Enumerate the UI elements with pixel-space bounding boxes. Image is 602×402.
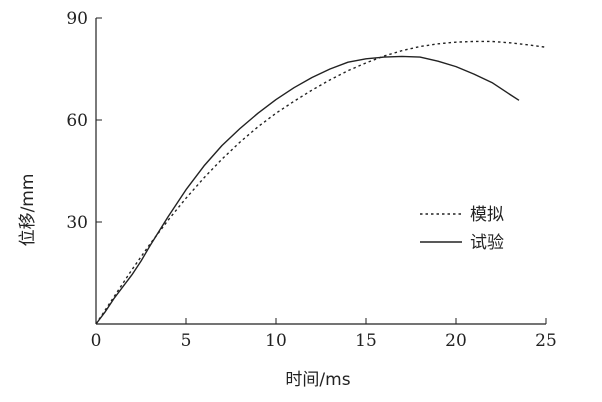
x-tick-label: 15 — [355, 331, 377, 351]
series-line-2 — [95, 55, 520, 325]
x-tick-label: 0 — [91, 331, 102, 351]
y-tick-label: 90 — [66, 9, 88, 29]
plot-marks — [95, 40, 547, 325]
legend-label-1: 模拟 — [470, 205, 504, 225]
y-tick-label: 60 — [66, 111, 88, 131]
x-tick-label: 20 — [445, 331, 467, 351]
x-tick-label: 5 — [181, 331, 192, 351]
series-line-1 — [95, 40, 547, 325]
y-tick-label: 30 — [66, 213, 88, 233]
y-axis-title: 位移/mm — [18, 174, 38, 247]
x-axis-title: 时间/ms — [285, 370, 350, 390]
x-tick-label: 25 — [535, 331, 557, 351]
ticks: 0 5 10 15 20 25 30 60 90 — [66, 9, 556, 351]
legend-label-2: 试验 — [470, 233, 504, 253]
x-tick-label: 10 — [265, 331, 287, 351]
axes — [95, 18, 546, 325]
